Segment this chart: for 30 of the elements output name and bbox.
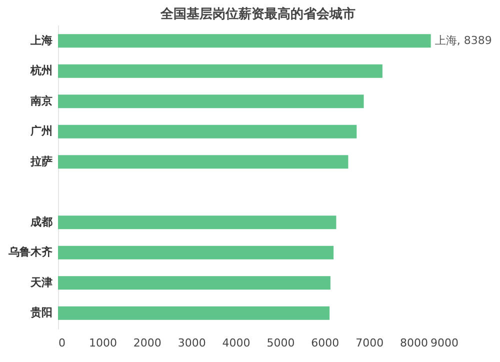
y-tick-label: 拉萨: [30, 154, 52, 168]
data-label: 上海, 8389: [434, 34, 492, 47]
bar: [58, 155, 348, 169]
y-tick-label: 天津: [30, 276, 52, 289]
y-tick-label: 广州: [30, 124, 52, 138]
y-tick-label: 上海: [30, 34, 52, 47]
x-tick-label: 9000: [430, 336, 458, 350]
bar: [58, 94, 364, 108]
x-tick-label: 1000: [88, 336, 117, 350]
x-tick-label: 0: [58, 336, 66, 350]
y-tick-label: 南京: [30, 94, 52, 108]
bar: [58, 276, 330, 290]
x-tick-label: 2000: [133, 336, 162, 350]
x-tick-label: 3000: [178, 336, 206, 350]
y-tick-label: 贵阳: [30, 306, 52, 320]
y-tick-label: 成都: [30, 215, 52, 228]
bar: [58, 306, 330, 320]
x-tick-label: 5000: [266, 336, 295, 350]
bar: [58, 124, 357, 138]
y-tick-label: 杭州: [30, 64, 52, 78]
x-tick-label: 8000: [400, 336, 428, 350]
bar: [58, 64, 382, 78]
bar: [58, 34, 431, 48]
chart-title: 全国基层岗位薪资最高的省会城市: [160, 6, 356, 22]
x-tick-label: 7000: [356, 336, 384, 350]
bar: [58, 216, 336, 230]
x-tick-label: 6000: [311, 336, 340, 350]
y-tick-label: 乌鲁木齐: [8, 246, 52, 259]
bar: [58, 246, 334, 260]
x-tick-label: 4000: [222, 336, 250, 350]
